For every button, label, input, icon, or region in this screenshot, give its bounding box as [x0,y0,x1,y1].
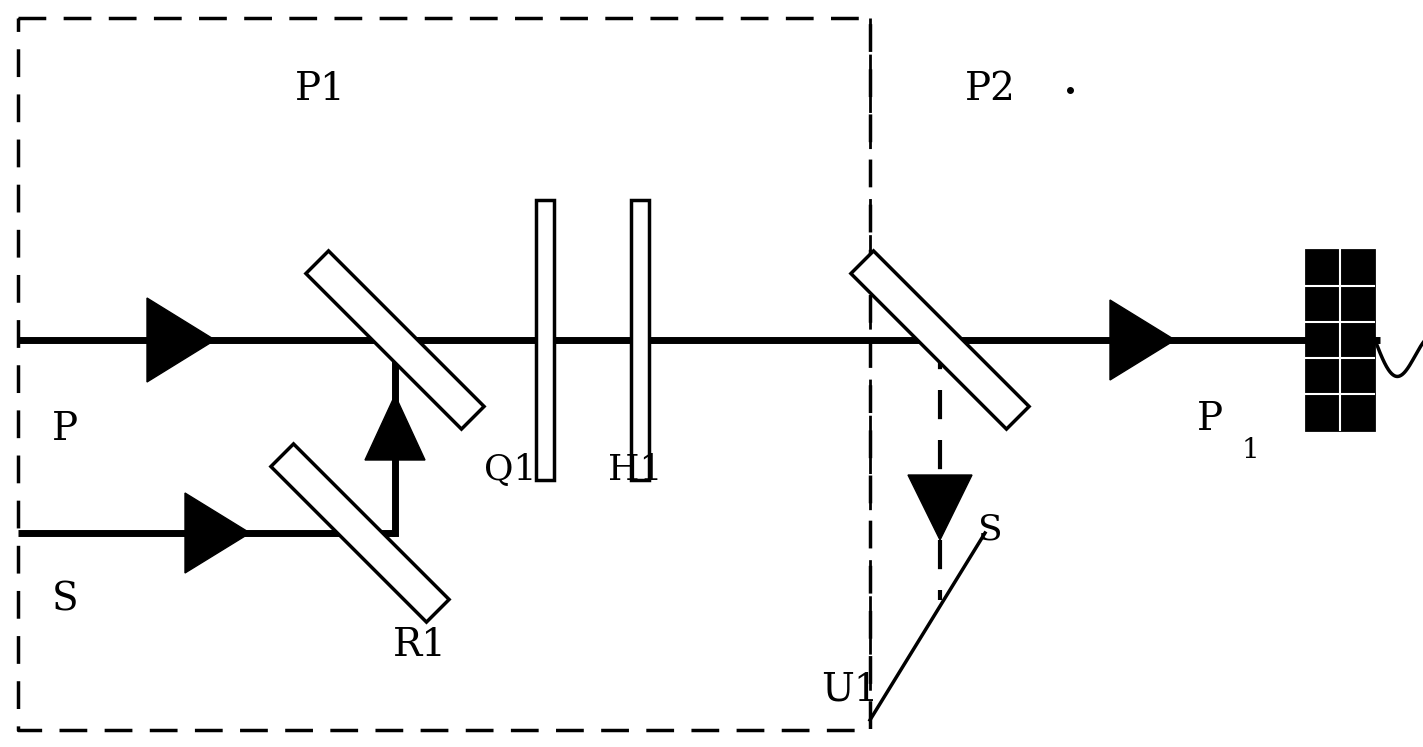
Polygon shape [1306,250,1375,430]
Text: U1: U1 [821,672,879,708]
Polygon shape [851,251,1029,429]
Text: 1: 1 [1241,436,1259,463]
Polygon shape [630,200,649,480]
Text: R1: R1 [393,627,447,663]
Text: P2: P2 [965,72,1016,108]
Polygon shape [270,444,450,622]
Text: S: S [978,513,1002,547]
Text: Q1: Q1 [484,453,536,487]
Polygon shape [366,395,425,460]
Text: P: P [1197,401,1222,438]
Text: S: S [51,581,78,619]
Polygon shape [185,493,250,573]
Polygon shape [147,298,215,382]
Polygon shape [908,475,972,540]
Polygon shape [1110,300,1175,380]
Polygon shape [536,200,554,480]
Text: H1: H1 [608,453,662,487]
Text: P: P [51,412,78,448]
Text: P1: P1 [295,72,346,108]
Polygon shape [306,251,484,429]
